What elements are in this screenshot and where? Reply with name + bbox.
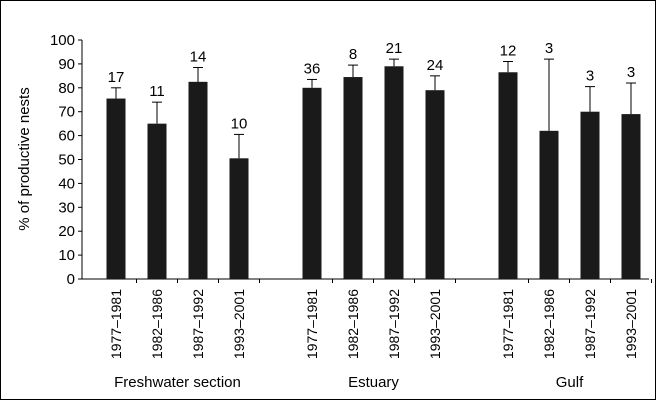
y-axis-label: % of productive nests [16,87,33,230]
data-label: 12 [500,43,517,60]
y-tick-label: 30 [58,199,75,216]
x-axis [82,278,652,283]
data-label: 3 [545,40,553,57]
bar [425,90,445,279]
y-tick-label: 0 [67,271,75,288]
data-label: 11 [149,83,165,100]
category-label: 1987–1992 [582,289,598,359]
category-label: 1993–2001 [231,289,247,359]
data-label: 3 [627,64,635,81]
category-label: 1982–1986 [149,289,165,359]
data-label: 8 [349,46,357,63]
y-tick-label: 60 [58,128,75,145]
category-label: 1977–1981 [500,289,516,359]
category-label: 1993–2001 [623,289,639,359]
y-tick-label: 100 [50,32,75,49]
category-label: 1987–1992 [386,289,402,359]
data-label: 14 [190,48,207,65]
bars-layer: 17 1977–1981 11 1982–1986 14 1987–1992 10 1993–… [106,40,641,391]
bar [302,87,322,279]
bar [147,123,167,280]
y-axis: 0 10 20 30 40 50 60 70 80 90 100 [50,32,83,288]
data-label: 36 [304,60,321,77]
bar [188,81,208,279]
y-tick-label: 10 [58,247,75,264]
y-tick-label: 90 [58,56,75,73]
y-tick-label: 20 [58,223,75,240]
bar [580,111,600,279]
y-tick-label: 40 [58,175,75,192]
category-label: 1993–2001 [427,289,443,359]
bar [384,66,404,279]
bar [498,72,518,279]
bar [229,158,249,279]
y-tick-label: 70 [58,104,75,121]
group-label: Freshwater section [114,374,241,391]
category-label: 1982–1986 [345,289,361,359]
category-label: 1977–1981 [304,289,320,359]
data-label: 17 [108,69,125,86]
data-label: 24 [427,57,444,74]
data-label: 3 [586,68,594,85]
bar [106,98,126,280]
bar [539,130,559,279]
y-tick-label: 50 [58,152,75,169]
category-label: 1977–1981 [108,289,124,359]
category-label: 1987–1992 [190,289,206,359]
bar [621,114,641,279]
y-tick-label: 80 [58,80,75,97]
data-label: 21 [386,40,403,57]
group-label: Estuary [348,374,399,391]
bar [343,77,363,279]
data-label: 10 [231,115,248,132]
group-label: Gulf [556,374,584,391]
category-label: 1982–1986 [541,289,557,359]
